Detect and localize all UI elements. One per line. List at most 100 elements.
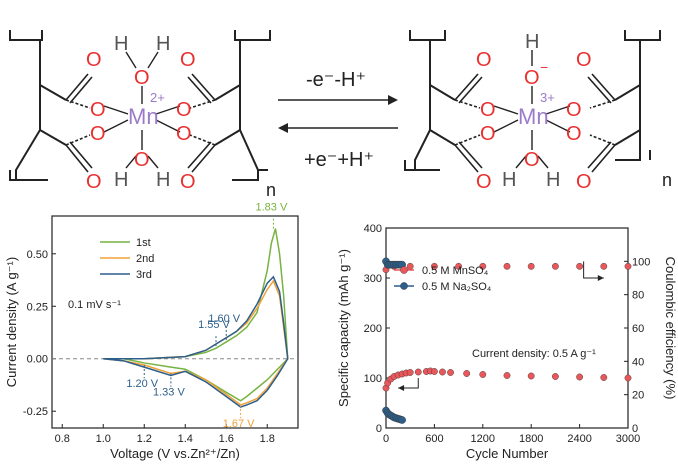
- right-repeat-label: n: [662, 170, 672, 190]
- cv-y-tick-label: 0.25: [27, 301, 48, 313]
- right-manganese-label: Mn: [518, 104, 549, 129]
- cycle-y2-tick-label: 40: [632, 356, 644, 368]
- right-hydrogen-label: H: [546, 169, 560, 191]
- right-carboxylates: [454, 73, 616, 173]
- cycle-legend-marker: [400, 282, 408, 290]
- cycle-capacity-point: [439, 368, 446, 376]
- cycle-capacity-point: [430, 368, 438, 375]
- cycle-capacity-point: [479, 371, 487, 378]
- cycle-capacity-point: [398, 416, 406, 424]
- left-atoms: O O O O O O O O O O H H H H Mn 2+ n: [86, 33, 276, 200]
- cv-peak-label: 1.60 V: [208, 313, 240, 325]
- cycle-y2-tick-label: 20: [632, 390, 644, 402]
- cycle-efficiency-point: [624, 262, 632, 270]
- cycle-capacity-point: [624, 374, 632, 382]
- cycle-capacity-arrowhead: [398, 385, 405, 391]
- forward-reaction-label: -e⁻-H⁺: [306, 69, 366, 91]
- cv-y-tick-label: 0.50: [27, 249, 48, 261]
- cv-peak-label: 1.67 V: [223, 418, 255, 430]
- right-oxygen-label: O: [576, 49, 592, 71]
- cv-peak-label: 1.55 V: [198, 319, 230, 331]
- left-oxygen-label: O: [86, 49, 102, 71]
- cycle-legend-label: 0.5 M MnSO₄: [422, 265, 489, 277]
- left-hydrogen-label: H: [114, 169, 128, 191]
- left-oxygen-label: O: [86, 171, 102, 193]
- left-oxygen-label: O: [90, 99, 106, 121]
- cycle-x-tick-label: 1800: [519, 433, 543, 445]
- cycle-legend-label: 0.5 M Na₂SO₄: [422, 281, 492, 293]
- cycle-x-tick-label: 3000: [616, 433, 640, 445]
- cv-peak-label: 1.20 V: [126, 378, 158, 390]
- left-hydrogen-label: H: [156, 169, 170, 191]
- cv-x-axis-label: Voltage (V vs.Zn²⁺/Zn): [110, 446, 240, 461]
- equilibrium-arrows: [278, 95, 398, 133]
- cycle-y-tick-label: 0: [376, 423, 382, 435]
- cycling-chart: 0 600 1200 1800 2400 300001002003004000204060…: [336, 223, 678, 461]
- cycle-capacity-point: [600, 374, 608, 381]
- cycle-efficiency-point: [503, 262, 511, 270]
- cycle-y2-tick-label: 60: [632, 323, 644, 335]
- cv-y-axis-label: Current density (A g⁻¹): [4, 257, 19, 387]
- cycle-y2-axis-label: Coulombic efficiency (%): [663, 257, 678, 400]
- cycle-y-tick-label: 100: [364, 373, 382, 385]
- cycle-capacity-point: [406, 369, 414, 376]
- cycle-capacity-point: [576, 373, 583, 381]
- cv-x-tick-label: 1.4: [178, 433, 193, 445]
- cv-x-tick-label: 1.8: [260, 433, 275, 445]
- cycle-y-axis-label: Specific capacity (mAh g⁻¹): [336, 249, 351, 407]
- left-hydrogen-label: H: [114, 33, 128, 55]
- cycle-y2-tick-label: 100: [632, 256, 650, 268]
- cycle-efficiency-axis-arrow: [583, 261, 604, 279]
- cycle-y-tick-label: 300: [364, 273, 382, 285]
- cv-series-line: [103, 228, 289, 402]
- right-hydrogen-label: H: [502, 169, 516, 191]
- reaction-scheme: O O O O O O O O O O H H H H Mn 2+ n O O …: [9, 30, 672, 200]
- right-charge-label: 3+: [540, 90, 555, 105]
- right-atoms: O O O O O O O O O − O H H H Mn 3+ n: [476, 31, 672, 193]
- left-oxygen-label: O: [180, 171, 196, 193]
- cv-peak-label: 1.33 V: [153, 386, 185, 398]
- cv-legend-label: 2nd: [136, 253, 154, 265]
- cycle-y-tick-label: 400: [364, 223, 382, 235]
- cv-y-tick-label: -0.25: [23, 406, 48, 418]
- left-oxygen-label: O: [90, 123, 106, 145]
- cv-peak-label: 1.83 V: [255, 202, 287, 214]
- cv-x-tick-label: 1.0: [96, 433, 111, 445]
- right-polymer-backbone: [404, 30, 661, 171]
- cycle-capacity-axis-arrow: [398, 378, 419, 389]
- cycle-efficiency-point: [406, 262, 414, 270]
- right-coordination-bonds: [493, 50, 571, 169]
- cycle-y2-tick-label: 80: [632, 290, 644, 302]
- left-coordination-bonds: [103, 51, 181, 169]
- left-repeat-label: n: [266, 180, 276, 200]
- cv-x-tick-label: 1.2: [137, 433, 152, 445]
- left-oxygen-label: O: [176, 99, 192, 121]
- cv-x-tick-label: 0.8: [55, 433, 70, 445]
- cycle-capacity-point: [463, 370, 471, 377]
- reverse-reaction-label: +e⁻+H⁺: [304, 149, 374, 171]
- cycle-x-tick-label: 0: [383, 433, 389, 445]
- cycle-x-tick-label: 600: [425, 433, 443, 445]
- right-oxygen-label: O: [476, 49, 492, 71]
- left-oxygen-label: O: [180, 49, 196, 71]
- cv-x-tick-label: 1.6: [219, 433, 234, 445]
- cycle-capacity-point: [447, 369, 454, 376]
- cycle-y-tick-label: 200: [364, 323, 382, 335]
- cycle-capacity-point: [503, 372, 511, 379]
- left-oxygen-label: O: [134, 67, 150, 89]
- cv-chart: 0.8 1.0 1.2 1.4 1.6 1.8 -0.25 0.00 0.25 0.50 Volta…: [4, 202, 299, 461]
- cycle-capacity-point: [414, 368, 422, 376]
- cycle-x-tick-label: 2400: [567, 433, 591, 445]
- right-oxide-charge-label: −: [540, 59, 548, 75]
- cv-legend-label: 1st: [136, 237, 151, 249]
- cv-legend-label: 3rd: [136, 269, 152, 281]
- cv-series-line: [103, 275, 289, 408]
- left-polymer-backbone: [9, 30, 271, 181]
- left-oxygen-label: O: [176, 123, 192, 145]
- cv-scan-rate-label: 0.1 mV s⁻¹: [68, 299, 121, 311]
- right-oxygen-label: O: [524, 67, 540, 89]
- cycle-efficiency-point: [552, 262, 559, 270]
- cycle-efficiency-point: [600, 262, 608, 270]
- left-carboxylates: [65, 73, 216, 173]
- right-oxygen-label: O: [524, 149, 540, 171]
